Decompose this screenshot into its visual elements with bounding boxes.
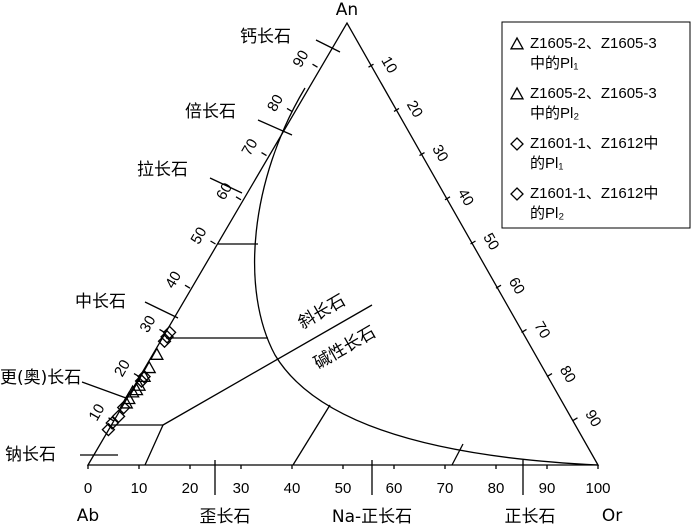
tick-mark: [495, 284, 502, 289]
x-tick-label: 30: [233, 480, 250, 497]
field-label: 钠长石: [5, 445, 56, 465]
vertex-label: Or: [602, 506, 622, 526]
legend-box: [501, 21, 691, 229]
x-tick-label: 90: [539, 480, 556, 497]
data-point: [111, 409, 126, 424]
frame: [80, 21, 691, 495]
tick-mark: [470, 240, 476, 245]
x-tick-label: 80: [488, 480, 505, 497]
legend-label: Z1601-1、Z1612中: [530, 135, 658, 152]
field-boundary: [451, 443, 464, 466]
data-point: [137, 369, 152, 384]
field-boundary: [292, 404, 331, 466]
right-tick-label: 40: [454, 186, 477, 209]
vertex-label: An: [336, 0, 358, 20]
left-tick-label: 10: [86, 401, 109, 424]
data-point: [142, 360, 157, 374]
left-tick-label: 80: [264, 92, 287, 115]
right-tick-label: 20: [403, 98, 426, 121]
tick-mark: [286, 107, 293, 112]
field-label: 钙长石: [240, 27, 291, 47]
tick-mark: [235, 196, 242, 201]
data-point: [149, 347, 164, 360]
field-label: 正长石: [505, 507, 556, 527]
legend-label: 中的Pl₁: [530, 55, 578, 72]
data-point: [125, 384, 140, 398]
left-tick-label: 90: [290, 47, 313, 70]
legend-label: 的Pl₂: [530, 205, 564, 222]
tick-mark: [444, 196, 451, 201]
field-label: 倍长石: [185, 102, 236, 122]
field-boundary: [162, 304, 373, 426]
tick-mark: [184, 284, 191, 289]
data-point: [129, 382, 144, 396]
left-tick-label: 60: [213, 180, 236, 203]
data-point: [101, 422, 116, 437]
leader-line: [80, 39, 341, 456]
data-point: [160, 329, 174, 344]
field-label: 拉长石: [137, 160, 188, 180]
x-tick-label: 70: [437, 480, 454, 497]
tick-mark: [210, 240, 216, 245]
data-point: [116, 400, 131, 415]
field-label: 歪长石: [200, 507, 251, 527]
tick-mark: [393, 107, 400, 112]
legend-label: Z1601-1、Z1612中: [530, 185, 658, 202]
legend-marker: [510, 187, 524, 201]
left-tick-label: 40: [162, 268, 185, 291]
legend-marker: [510, 137, 524, 151]
right-tick-label: 60: [505, 274, 528, 297]
right-tick-label: 30: [428, 142, 451, 165]
left-tick-label: 50: [188, 224, 211, 247]
x-tick-label: 10: [131, 480, 148, 497]
x-tick-label: 50: [335, 480, 352, 497]
x-tick-label: 20: [182, 480, 199, 497]
region-label: 碱性长石: [311, 322, 380, 373]
x-tick-label: 0: [84, 480, 92, 497]
x-tick-label: 100: [585, 480, 610, 497]
data-point: [157, 334, 172, 349]
left-tick-label: 30: [137, 313, 160, 336]
region-label: 斜长石: [295, 291, 349, 334]
data-point: [134, 374, 149, 388]
right-tick-label: 70: [530, 319, 553, 342]
field-divider: [214, 460, 524, 495]
field-label: 中长石: [75, 292, 126, 312]
field-label: Na-正长石: [332, 507, 412, 527]
legend-marker: [509, 86, 525, 100]
legend-marker: [509, 36, 525, 50]
field-label: 更(奥)长石: [0, 368, 81, 388]
tick-mark: [572, 417, 578, 422]
tick-mark: [108, 417, 114, 422]
data-point: [162, 325, 177, 340]
left-tick-label: 70: [239, 136, 262, 159]
vertex-label: Ab: [77, 506, 99, 526]
legend-label: 的Pl₁: [530, 155, 563, 172]
tick-mark: [368, 63, 374, 68]
legend-label: Z1605-2、Z1605-3: [530, 85, 657, 102]
solvus-curve: [253, 87, 599, 466]
tick-mark: [261, 152, 267, 157]
tick-mark: [546, 373, 553, 378]
tick-mark: [419, 152, 425, 157]
data-point: [105, 416, 120, 430]
legend-label: Z1605-2、Z1605-3: [530, 35, 657, 52]
right-tick-label: 50: [479, 230, 502, 253]
right-tick-label: 90: [581, 407, 604, 430]
right-tick-label: 80: [556, 363, 579, 386]
tick-mark: [312, 63, 318, 68]
right-tick-label: 10: [377, 53, 400, 76]
x-tick-label: 40: [284, 480, 301, 497]
legend-label: 中的Pl₂: [530, 105, 579, 122]
tick-mark: [521, 328, 527, 333]
left-tick-label: 20: [111, 357, 134, 380]
field-boundary: [111, 424, 165, 466]
x-tick-label: 60: [386, 480, 403, 497]
